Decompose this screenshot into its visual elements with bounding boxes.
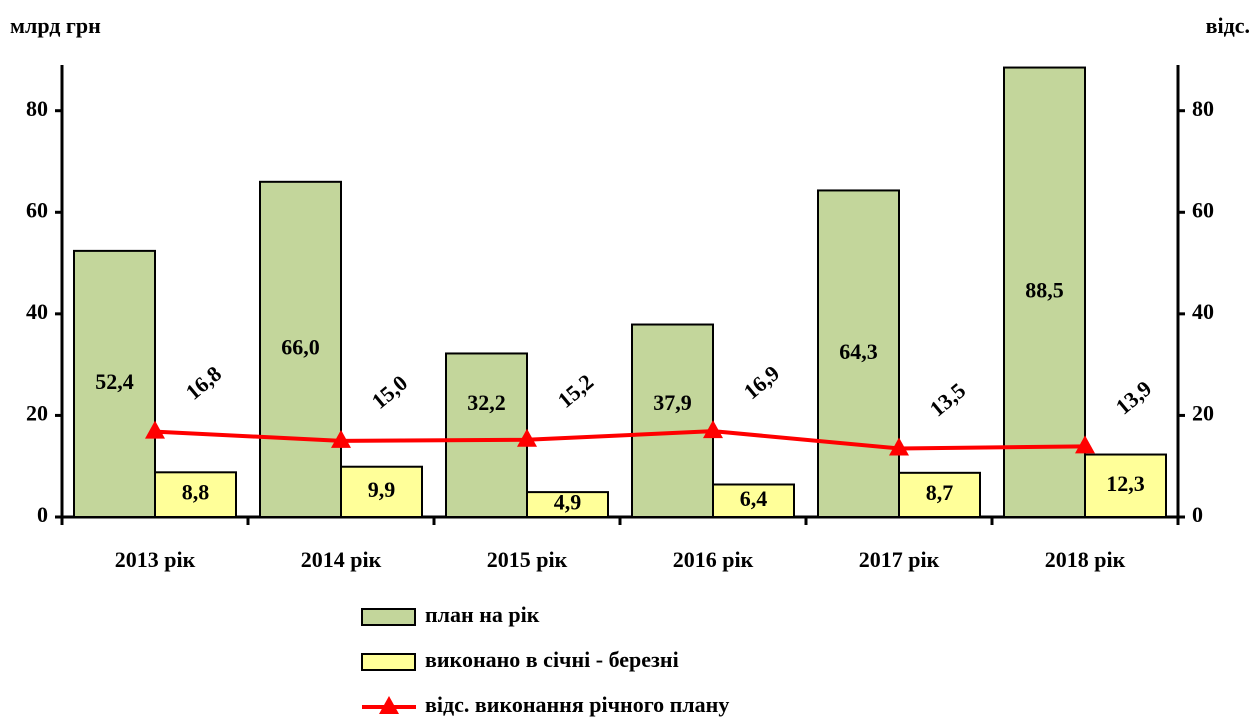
x-tick-label: 2017 рік [859, 547, 940, 572]
bar [340, 465, 423, 518]
y2-axis-title: відс. [1206, 13, 1250, 38]
data-label: 13,5 [925, 378, 971, 422]
bar [898, 471, 981, 519]
y-axis-title: млрд грн [10, 13, 101, 38]
data-label: 15,0 [367, 370, 413, 414]
bar [631, 323, 714, 518]
y2-tick-label: 60 [1192, 197, 1214, 222]
bar [445, 352, 528, 518]
x-tick-label: 2016 рік [673, 547, 754, 572]
bar [526, 491, 609, 518]
legend-marker [379, 696, 399, 714]
bar [154, 471, 237, 518]
data-label: 12,3 [1106, 471, 1145, 496]
bar [259, 180, 342, 518]
data-label: 16,9 [739, 360, 785, 404]
marker [145, 420, 165, 439]
y-tick-label: 0 [37, 502, 48, 527]
x-tick-label: 2015 рік [487, 547, 568, 572]
data-label: 66,0 [281, 334, 320, 359]
x-tick-label: 2013 рік [115, 547, 196, 572]
marker [703, 420, 723, 439]
bar [1084, 453, 1167, 519]
y2-tick-label: 20 [1192, 400, 1214, 425]
data-label: 8,8 [182, 480, 210, 505]
legend-label: відс. виконання річного плану [425, 692, 729, 717]
legend-label: план на рік [425, 602, 540, 627]
legend-swatch [361, 608, 416, 626]
data-label: 32,2 [467, 390, 506, 415]
marker [889, 437, 909, 456]
data-label: 13,9 [1111, 376, 1157, 420]
data-label: 6,4 [740, 486, 768, 511]
y2-tick-label: 0 [1192, 502, 1203, 527]
data-label: 4,9 [554, 490, 582, 515]
bar [712, 483, 795, 519]
bar [817, 189, 900, 519]
marker [1075, 435, 1095, 454]
x-tick-label: 2018 рік [1045, 547, 1126, 572]
data-label: 16,8 [181, 361, 227, 405]
data-label: 52,4 [95, 369, 134, 394]
data-label: 9,9 [368, 477, 396, 502]
y2-tick-label: 40 [1192, 299, 1214, 324]
data-label: 88,5 [1025, 277, 1064, 302]
bar [73, 249, 156, 518]
y-tick-label: 40 [26, 299, 48, 324]
y-tick-label: 60 [26, 197, 48, 222]
data-label: 37,9 [653, 390, 692, 415]
marker [331, 429, 351, 448]
y-tick-label: 20 [26, 400, 48, 425]
data-label: 64,3 [839, 339, 878, 364]
y2-tick-label: 80 [1192, 96, 1214, 121]
bar [1003, 66, 1086, 518]
data-label: 8,7 [926, 480, 954, 505]
legend-label: виконано в січні - березні [425, 647, 679, 672]
line [154, 429, 1086, 451]
data-label: 15,2 [553, 369, 599, 413]
y-tick-label: 80 [26, 96, 48, 121]
legend-swatch [361, 653, 416, 671]
marker [517, 428, 537, 447]
x-tick-label: 2014 рік [301, 547, 382, 572]
